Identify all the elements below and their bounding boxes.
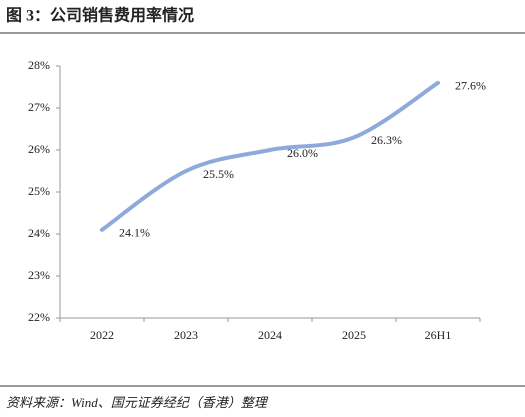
y-tick-label: 24% bbox=[28, 226, 50, 240]
y-tick-label: 25% bbox=[28, 184, 50, 198]
x-tick-label: 2024 bbox=[258, 328, 282, 342]
data-label: 27.6% bbox=[455, 79, 486, 93]
y-tick-label: 26% bbox=[28, 142, 50, 156]
data-label: 25.5% bbox=[203, 167, 234, 181]
y-tick-label: 28% bbox=[28, 58, 50, 72]
y-tick-label: 23% bbox=[28, 268, 50, 282]
source-note: 资料来源：Wind、国元证券经纪（香港）整理 bbox=[6, 395, 269, 410]
data-line bbox=[100, 80, 440, 232]
chart-title: 图 3：公司销售费用率情况 bbox=[6, 6, 194, 25]
x-tick-label: 2022 bbox=[90, 328, 114, 342]
data-label: 26.0% bbox=[287, 146, 318, 160]
y-tick-label: 27% bbox=[28, 100, 50, 114]
data-label: 26.3% bbox=[371, 133, 402, 147]
y-tick-label: 22% bbox=[28, 310, 50, 324]
x-tick-label: 26H1 bbox=[425, 328, 452, 342]
x-tick-label: 2025 bbox=[342, 328, 366, 342]
data-label: 24.1% bbox=[119, 226, 150, 240]
x-tick-label: 2023 bbox=[174, 328, 198, 342]
